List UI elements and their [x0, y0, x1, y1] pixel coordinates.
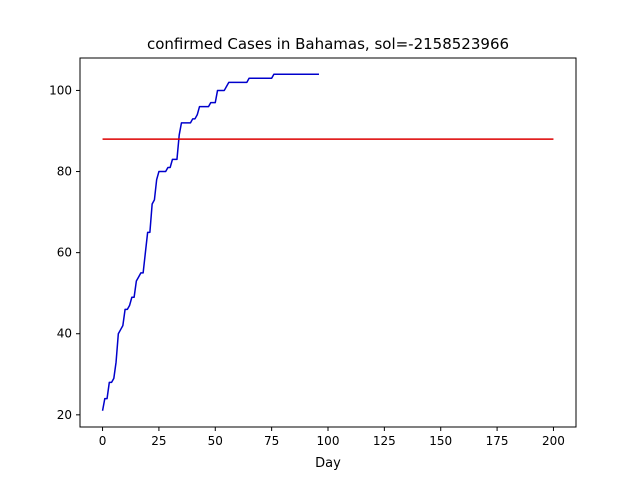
- y-tick-label: 80: [57, 165, 72, 179]
- x-tick-label: 125: [373, 434, 396, 448]
- x-tick-label: 200: [542, 434, 565, 448]
- series-line-1: [101, 73, 319, 411]
- x-tick-label: 150: [429, 434, 452, 448]
- axes-frame: [79, 57, 577, 428]
- x-axis-label: Day: [315, 456, 341, 471]
- x-tick-label: 100: [317, 434, 340, 448]
- x-axis: 0 25 50 75 100 125 150 175 200: [99, 427, 565, 448]
- y-tick-label: 100: [49, 83, 72, 97]
- y-tick-label: 40: [57, 327, 72, 341]
- x-tick-label: 50: [208, 434, 223, 448]
- x-tick-label: 75: [264, 434, 279, 448]
- y-tick-label: 60: [57, 246, 72, 260]
- plot-series: [101, 73, 554, 411]
- y-tick-label: 20: [57, 408, 72, 422]
- x-tick-label: 25: [151, 434, 166, 448]
- x-tick-label: 175: [486, 434, 509, 448]
- y-axis: 20 40 60 80 100: [49, 83, 80, 422]
- x-tick-label: 0: [99, 434, 107, 448]
- chart-title: confirmed Cases in Bahamas, sol=-2158523…: [147, 35, 509, 53]
